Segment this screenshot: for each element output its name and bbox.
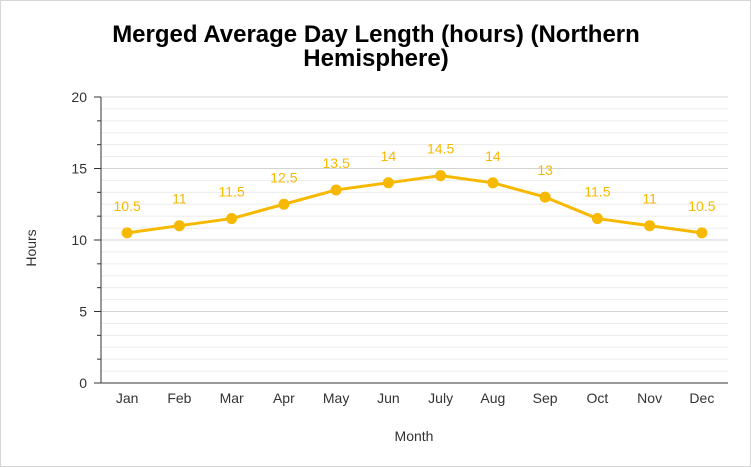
y-axis-title: Hours: [23, 229, 39, 266]
y-tick-label: 10: [71, 232, 87, 248]
data-label: 14.5: [427, 141, 454, 157]
data-label: 14: [381, 148, 397, 164]
x-axis-title: Month: [395, 428, 434, 444]
data-point[interactable]: [539, 191, 551, 203]
x-tick-label: Oct: [586, 390, 608, 406]
data-point[interactable]: [644, 220, 656, 232]
data-point[interactable]: [330, 184, 342, 196]
data-label: 11.5: [584, 184, 610, 200]
data-point[interactable]: [591, 213, 603, 225]
data-label: 11: [172, 191, 187, 207]
x-tick-label: Jun: [377, 390, 400, 406]
data-point[interactable]: [226, 213, 238, 225]
chart-title: Merged Average Day Length (hours) (North…: [112, 21, 640, 72]
y-tick-label: 0: [79, 375, 87, 391]
data-label: 10.5: [688, 198, 715, 214]
data-point[interactable]: [435, 170, 447, 182]
gridlines: [101, 96, 728, 372]
y-tick-label: 15: [71, 161, 87, 177]
data-point[interactable]: [278, 198, 290, 210]
data-label: 13: [537, 162, 553, 178]
data-point[interactable]: [487, 177, 499, 189]
data-label: 13.5: [323, 155, 350, 171]
x-tick-label: Dec: [689, 390, 714, 406]
data-point[interactable]: [382, 177, 394, 189]
data-label: 11: [642, 191, 657, 207]
series-line: [126, 174, 703, 235]
data-point[interactable]: [121, 227, 133, 239]
data-point[interactable]: [173, 220, 185, 232]
x-tick-label: July: [428, 390, 453, 406]
data-labels: 10.5 11 11.5 12.5 13.5 14 14.5 14 13 11.5 11 10.5: [114, 141, 716, 214]
x-tick-label: May: [323, 390, 349, 406]
x-tick-label: Apr: [273, 390, 295, 406]
x-tick-label: Sep: [533, 390, 558, 406]
x-tick-label: Aug: [480, 390, 505, 406]
series-day-length: [121, 170, 708, 239]
x-tick-label: Nov: [637, 390, 662, 406]
data-label: 12.5: [270, 169, 297, 185]
x-tick-label: Jan: [116, 390, 139, 406]
x-tick-label: Feb: [167, 390, 191, 406]
data-label: 10.5: [114, 198, 141, 214]
y-tick-label: 5: [79, 304, 87, 320]
data-point[interactable]: [696, 227, 708, 239]
y-tick-label: 20: [71, 89, 87, 105]
data-label: 14: [485, 148, 501, 164]
data-label: 11.5: [219, 184, 245, 200]
axes: 0 5 10 15 20 Jan Feb Mar Apr May Jun July Aug Sep Oct N…: [71, 89, 728, 406]
x-tick-label: Mar: [220, 390, 244, 406]
